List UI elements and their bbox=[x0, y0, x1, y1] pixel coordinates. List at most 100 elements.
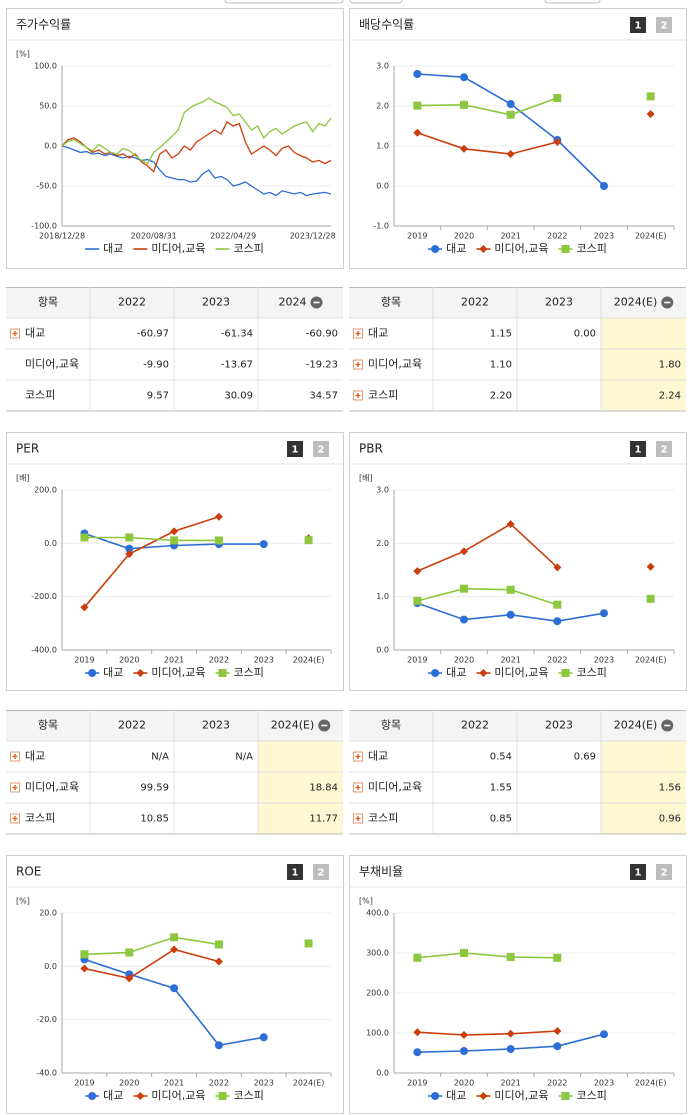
expand-icon-plus bbox=[355, 785, 361, 790]
cell-value: -61.34 bbox=[221, 329, 253, 340]
page-button-label[interactable]: 1 bbox=[292, 868, 299, 879]
x-tick-label: 2020 bbox=[454, 1079, 474, 1088]
x-tick-label: 2018/12/28 bbox=[39, 232, 85, 241]
marker bbox=[88, 1092, 97, 1100]
page-button-label[interactable]: 2 bbox=[318, 445, 325, 456]
x-tick-label: 2021 bbox=[164, 1079, 184, 1088]
marker bbox=[259, 1033, 268, 1042]
page-button[interactable] bbox=[287, 441, 303, 457]
table-header: 2023 bbox=[545, 719, 573, 732]
marker bbox=[553, 953, 562, 962]
row-label: 코스피 bbox=[25, 812, 55, 825]
y-tick-label: 3.0 bbox=[376, 62, 389, 71]
marker bbox=[553, 563, 562, 572]
page-button[interactable] bbox=[287, 864, 303, 880]
page-button[interactable] bbox=[313, 441, 329, 457]
panel-title: ROE bbox=[16, 865, 41, 879]
cell-value: 2.20 bbox=[490, 391, 512, 402]
highlight-column bbox=[601, 741, 686, 834]
row-label: 미디어,교육 bbox=[368, 781, 422, 794]
series-line bbox=[61, 97, 332, 165]
marker bbox=[125, 544, 134, 553]
page-button[interactable] bbox=[313, 864, 329, 880]
cell-value: -60.97 bbox=[137, 329, 169, 340]
row-label: 미디어,교육 bbox=[25, 358, 79, 371]
page-button[interactable] bbox=[630, 17, 646, 33]
marker bbox=[460, 547, 468, 556]
page-button[interactable] bbox=[630, 864, 646, 880]
page-button-label[interactable]: 2 bbox=[318, 868, 325, 879]
y-tick-label: 1.0 bbox=[376, 592, 389, 601]
legend-label: 미디어,교육 bbox=[151, 1089, 205, 1102]
marker bbox=[218, 1092, 227, 1100]
legend-label: 코스피 bbox=[233, 1089, 263, 1102]
table-header: 2022 bbox=[461, 719, 489, 732]
marker bbox=[413, 101, 422, 110]
page-button-label[interactable]: 2 bbox=[661, 21, 668, 32]
row-label: 대교 bbox=[25, 750, 45, 763]
y-tick-label: 2.0 bbox=[376, 102, 389, 111]
legend-label: 미디어,교육 bbox=[494, 1089, 548, 1102]
row-label: 미디어,교육 bbox=[368, 358, 422, 371]
page-button[interactable] bbox=[656, 864, 672, 880]
page-button[interactable] bbox=[630, 441, 646, 457]
marker bbox=[413, 70, 422, 78]
series-line bbox=[61, 145, 332, 197]
page-button-label[interactable]: 2 bbox=[661, 445, 668, 456]
legend-label: 미디어,교육 bbox=[494, 242, 548, 255]
legend-label: 미디어,교육 bbox=[494, 666, 548, 679]
marker bbox=[460, 584, 468, 593]
legend-label: 미디어,교육 bbox=[151, 666, 205, 679]
page-button-label[interactable]: 1 bbox=[635, 868, 642, 879]
table-header: 2024(E) bbox=[614, 296, 658, 309]
top-button[interactable] bbox=[349, 0, 403, 4]
expand-icon-plus bbox=[355, 362, 361, 367]
x-tick-label: 2023 bbox=[594, 1079, 614, 1088]
top-button[interactable] bbox=[224, 0, 344, 4]
marker bbox=[170, 527, 179, 536]
table-header: 2023 bbox=[545, 296, 573, 309]
x-tick-label: 2020 bbox=[454, 656, 474, 665]
panel bbox=[349, 8, 687, 269]
marker bbox=[553, 600, 562, 609]
marker bbox=[125, 974, 134, 983]
marker bbox=[80, 533, 89, 542]
table-header: 항목 bbox=[381, 296, 401, 309]
marker bbox=[506, 585, 515, 594]
y-tick-label: 100.0 bbox=[34, 62, 57, 71]
table-header: 2023 bbox=[202, 296, 230, 309]
marker bbox=[136, 669, 145, 677]
panel bbox=[6, 8, 344, 269]
page-button-label[interactable]: 2 bbox=[661, 868, 668, 879]
cell-value: 18.84 bbox=[309, 783, 338, 794]
page-button-label[interactable]: 1 bbox=[292, 445, 299, 456]
page-button-label[interactable]: 1 bbox=[635, 21, 642, 32]
y-tick-label: -100.0 bbox=[31, 222, 57, 231]
marker bbox=[506, 110, 515, 119]
marker bbox=[561, 1092, 570, 1100]
table-header: 2024 bbox=[279, 296, 307, 309]
y-axis-unit: [%] bbox=[16, 897, 30, 906]
page-button[interactable] bbox=[656, 441, 672, 457]
x-tick-label: 2024(E) bbox=[293, 656, 325, 665]
marker bbox=[125, 948, 134, 957]
marker bbox=[413, 1048, 422, 1057]
x-tick-label: 2022 bbox=[209, 1079, 229, 1088]
y-tick-label: 0.0 bbox=[44, 962, 57, 971]
table-header: 2022 bbox=[118, 719, 146, 732]
row-label: 코스피 bbox=[25, 389, 55, 402]
cell-value: -19.23 bbox=[306, 360, 338, 371]
page-button-label[interactable]: 1 bbox=[635, 445, 642, 456]
top-button[interactable] bbox=[544, 0, 601, 4]
marker bbox=[413, 567, 422, 576]
cell-value: 1.56 bbox=[659, 783, 681, 794]
marker bbox=[479, 245, 488, 253]
cell-value: 1.80 bbox=[659, 360, 681, 371]
x-tick-label: 2022 bbox=[547, 1079, 567, 1088]
marker bbox=[304, 939, 313, 948]
panel bbox=[349, 855, 687, 1114]
x-tick-label: 2021 bbox=[500, 656, 520, 665]
page-button[interactable] bbox=[656, 17, 672, 33]
y-tick-label: 0.0 bbox=[376, 182, 389, 191]
